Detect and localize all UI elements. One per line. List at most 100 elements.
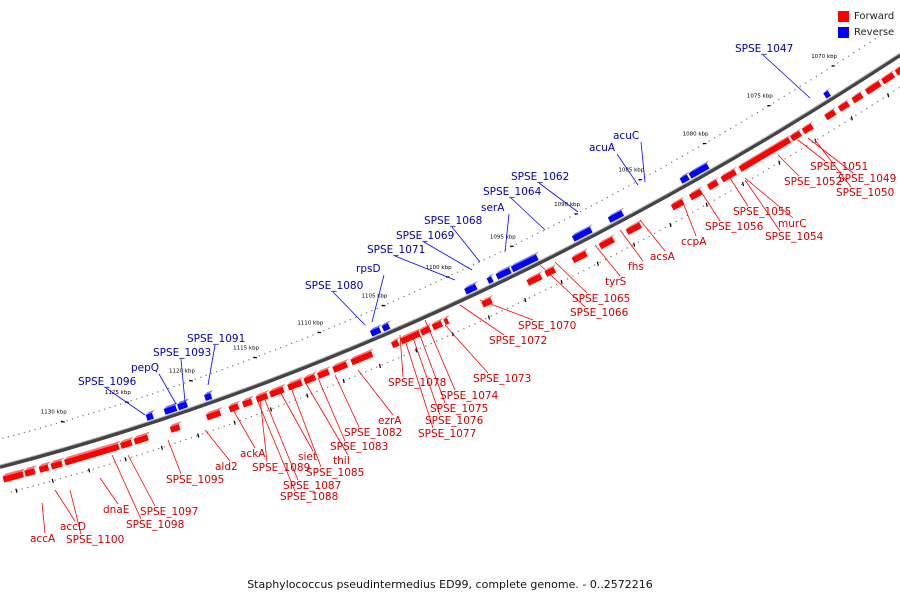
tick-label: 1080 kbp <box>683 132 709 138</box>
label-leader-forward <box>539 264 586 308</box>
gene-label-forward: fhs <box>628 261 644 273</box>
gene-label-forward: SPSE_1074 <box>440 390 499 402</box>
gene-label-forward: ezrA <box>378 415 402 427</box>
label-leader-forward <box>41 502 46 534</box>
gene-label-forward: SPSE_1098 <box>126 519 184 531</box>
label-leader-forward <box>619 229 644 262</box>
label-leader-forward <box>304 381 349 456</box>
genome-caption: Staphylococcus pseudintermedius ED99, co… <box>247 578 653 591</box>
label-leader-reverse <box>538 182 579 213</box>
gene-label-reverse: SPSE_1069 <box>396 230 454 242</box>
label-leader-forward <box>399 334 404 378</box>
reverse-gene <box>679 171 690 184</box>
gene-label-forward: SPSE_1050 <box>836 187 894 199</box>
label-leader-forward <box>744 177 794 219</box>
genome-backbone <box>0 53 900 469</box>
forward-gene <box>303 371 318 385</box>
reverse-gene <box>177 398 190 411</box>
label-leader-forward <box>99 477 119 505</box>
forward-gene <box>894 65 900 76</box>
legend: Forward Reverse <box>838 8 900 40</box>
forward-gene <box>169 421 182 433</box>
forward-gene <box>706 176 719 191</box>
forward-gene <box>390 336 401 349</box>
reverse-gene <box>823 87 831 99</box>
gene-label-forward: SPSE_1070 <box>518 320 576 332</box>
gene-label-forward: SPSE_1073 <box>473 373 531 385</box>
tick-label: 1115 kbp <box>233 346 259 352</box>
tick-label: 1085 kbp <box>618 168 644 174</box>
label-leader-forward <box>681 199 697 237</box>
tick-label: 1130 kbp <box>41 410 67 416</box>
label-leader-reverse <box>371 274 385 323</box>
gene-label-forward: SPSE_1077 <box>418 428 476 440</box>
gene-label-forward: SPSE_1066 <box>570 307 629 319</box>
label-leader-reverse <box>332 291 366 326</box>
gene-label-forward: SPSE_1054 <box>765 231 824 243</box>
gene-label-forward: SPSE_1072 <box>489 335 547 347</box>
forward-gene <box>24 465 38 477</box>
forward-gene <box>720 166 738 183</box>
label-leader-forward <box>357 369 394 416</box>
label-leader-forward <box>479 299 534 321</box>
gene-label-forward: SPSE_1088 <box>280 491 338 503</box>
label-leader-reverse <box>762 54 811 99</box>
forward-gene <box>64 440 122 466</box>
reverse-gene <box>486 273 495 284</box>
legend-swatch-forward <box>838 10 849 22</box>
gene-label-forward: acsA <box>650 251 676 263</box>
gene-label-reverse: SPSE_1068 <box>424 215 482 227</box>
forward-gene <box>670 196 685 211</box>
label-leader-forward <box>424 319 456 391</box>
forward-gene <box>38 461 51 473</box>
tick-label: 1125 kbp <box>105 390 131 396</box>
forward-gene <box>50 457 65 470</box>
label-leader-forward <box>444 324 489 374</box>
label-leader-forward <box>797 139 826 162</box>
gene-label-reverse: SPSE_1064 <box>483 186 542 198</box>
forward-gene <box>571 247 589 264</box>
reverse-gene <box>607 207 625 223</box>
gene-label-reverse: SPSE_1091 <box>187 333 245 345</box>
gene-label-reverse: SPSE_1093 <box>153 347 211 359</box>
forward-gene <box>526 270 543 286</box>
forward-gene <box>688 185 703 201</box>
label-leader-forward <box>167 439 182 475</box>
legend-item-reverse: Reverse <box>838 24 900 40</box>
tick-label: 1105 kbp <box>361 294 387 300</box>
forward-gene <box>443 314 450 325</box>
forward-gene <box>851 89 864 104</box>
gene-label-reverse: pepQ <box>131 362 159 374</box>
forward-gene <box>2 468 26 483</box>
label-leader-reverse <box>423 241 473 271</box>
genome-backbone-highlight <box>0 52 900 466</box>
label-leader-forward <box>699 189 721 222</box>
label-leader-forward <box>807 137 854 174</box>
reverse-gene <box>688 160 710 179</box>
gene-label-forward: SPSE_1085 <box>306 467 364 479</box>
label-leader-forward <box>111 454 142 520</box>
gene-label-forward: SPSE_1075 <box>430 403 488 415</box>
label-leader-forward <box>257 401 296 492</box>
forward-gene <box>287 376 304 391</box>
forward-gene <box>789 127 803 142</box>
gene-label-reverse: SPSE_1096 <box>78 376 137 388</box>
tick-label: 1090 kbp <box>554 202 580 208</box>
gene-label-forward: SPSE_1076 <box>425 415 484 427</box>
forward-gene <box>625 219 643 235</box>
gene-label-forward: siet <box>298 451 317 463</box>
label-leader-reverse <box>158 373 177 405</box>
label-leader-forward <box>744 179 781 232</box>
forward-gene <box>133 431 151 445</box>
legend-label-forward: Forward <box>854 10 895 22</box>
label-leader-reverse <box>207 344 216 386</box>
reverse-gene <box>510 251 540 273</box>
forward-gene <box>119 436 134 449</box>
reverse-gene <box>495 264 513 280</box>
tick-label: 1070 kbp <box>811 54 837 60</box>
gene-label-reverse: rpsD <box>356 263 381 275</box>
gene-label-forward: dnaE <box>103 504 129 516</box>
forward-gene <box>881 69 896 85</box>
forward-gene <box>228 400 241 413</box>
